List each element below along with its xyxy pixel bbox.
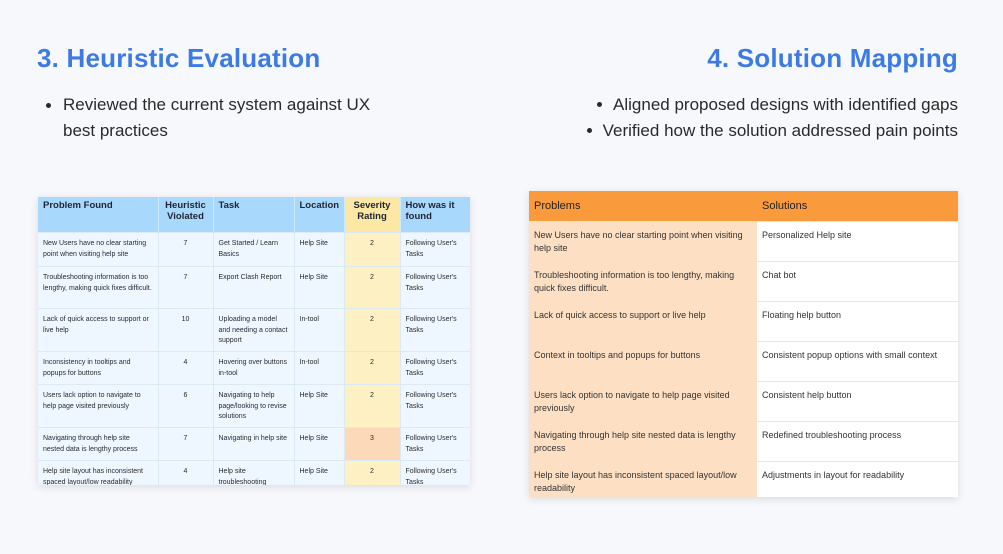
table-row: Users lack option to navigate to help pa… — [38, 384, 470, 428]
solution-cell: Adjustments in layout for readability — [757, 461, 958, 497]
location-cell: Help Site — [294, 460, 345, 485]
task-cell: Export Clash Report — [213, 266, 295, 309]
table-row: Context in tooltips and popups for butto… — [529, 341, 958, 382]
how-found-cell: Following User's Tasks — [400, 308, 470, 352]
problem-cell: Lack of quick access to support or live … — [529, 301, 757, 342]
severity-cell: 2 — [344, 351, 401, 385]
table-row: New Users have no clear starting point w… — [529, 221, 958, 262]
task-cell: Navigating to help page/looking to revis… — [213, 384, 295, 428]
heuristic-cell: 7 — [158, 232, 214, 267]
severity-cell: 2 — [344, 384, 401, 428]
problem-cell: Navigating through help site nested data… — [38, 427, 159, 461]
task-cell: Hovering over buttons in-tool — [213, 351, 295, 385]
heuristic-cell: 10 — [158, 308, 214, 352]
table-header-row: Problems Solutions — [529, 191, 958, 222]
solution-cell: Consistent help button — [757, 381, 958, 422]
solution-mapping-table: Problems Solutions New Users have no cle… — [529, 191, 958, 497]
problem-cell: Inconsistency in tooltips and popups for… — [38, 351, 159, 385]
table-row: Navigating through help site nested data… — [529, 421, 958, 462]
column-header-problem: Problem Found — [38, 197, 159, 233]
problem-cell: Users lack option to navigate to help pa… — [38, 384, 159, 428]
task-cell: Help site troubleshooting — [213, 460, 295, 485]
severity-cell: 2 — [344, 232, 401, 267]
column-header-how-found: How was it found — [400, 197, 470, 233]
problem-cell: Context in tooltips and popups for butto… — [529, 341, 757, 382]
how-found-cell: Following User's Tasks — [400, 351, 470, 385]
severity-cell: 3 — [344, 427, 401, 461]
problem-cell: New Users have no clear starting point w… — [38, 232, 159, 267]
solution-mapping-title: 4. Solution Mapping — [707, 43, 958, 73]
column-header-location: Location — [294, 197, 345, 233]
table-header-row: Problem Found Heuristic Violated Task Lo… — [38, 197, 470, 233]
problem-cell: Troubleshooting information is too lengt… — [529, 261, 757, 302]
table-row: Help site layout has inconsistent spaced… — [529, 461, 958, 497]
heuristic-cell: 7 — [158, 266, 214, 309]
heuristic-evaluation-title: 3. Heuristic Evaluation — [37, 43, 321, 73]
heuristic-evaluation-bullets: Reviewed the current system against UX b… — [44, 92, 404, 144]
severity-cell: 2 — [344, 308, 401, 352]
heuristic-cell: 7 — [158, 427, 214, 461]
table-row: Lack of quick access to support or live … — [38, 308, 470, 352]
column-header-heuristic: Heuristic Violated — [158, 197, 214, 233]
severity-cell: 2 — [344, 460, 401, 485]
severity-cell: 2 — [344, 266, 401, 309]
solution-cell: Chat bot — [757, 261, 958, 302]
location-cell: Help Site — [294, 232, 345, 267]
problem-cell: Help site layout has inconsistent spaced… — [38, 460, 159, 485]
solution-mapping-bullets: Aligned proposed designs with identified… — [603, 92, 958, 144]
task-cell: Get Started / Learn Basics — [213, 232, 295, 267]
location-cell: Help Site — [294, 384, 345, 428]
table-row: Lack of quick access to support or live … — [529, 301, 958, 342]
solution-cell: Floating help button — [757, 301, 958, 342]
task-cell: Navigating in help site — [213, 427, 295, 461]
solution-cell: Consistent popup options with small cont… — [757, 341, 958, 382]
how-found-cell: Following User's Tasks — [400, 427, 470, 461]
location-cell: Help Site — [294, 427, 345, 461]
task-cell: Uploading a model and needing a contact … — [213, 308, 295, 352]
column-header-problems: Problems — [529, 191, 757, 222]
how-found-cell: Following User's Tasks — [400, 232, 470, 267]
location-cell: In-tool — [294, 308, 345, 352]
column-header-task: Task — [213, 197, 295, 233]
column-header-solutions: Solutions — [757, 191, 958, 222]
how-found-cell: Following User's Tasks — [400, 460, 470, 485]
table-row: Users lack option to navigate to help pa… — [529, 381, 958, 422]
table-row: Help site layout has inconsistent spaced… — [38, 460, 470, 485]
heuristic-cell: 4 — [158, 351, 214, 385]
column-header-severity: Severity Rating — [344, 197, 401, 233]
how-found-cell: Following User's Tasks — [400, 384, 470, 428]
problem-cell: Troubleshooting information is too lengt… — [38, 266, 159, 309]
table-row: New Users have no clear starting point w… — [38, 232, 470, 267]
heuristic-cell: 6 — [158, 384, 214, 428]
solution-cell: Redefined troubleshooting process — [757, 421, 958, 462]
problem-cell: New Users have no clear starting point w… — [529, 221, 757, 262]
table-row: Inconsistency in tooltips and popups for… — [38, 351, 470, 385]
problem-cell: Users lack option to navigate to help pa… — [529, 381, 757, 422]
table-row: Navigating through help site nested data… — [38, 427, 470, 461]
location-cell: Help Site — [294, 266, 345, 309]
how-found-cell: Following User's Tasks — [400, 266, 470, 309]
table-row: Troubleshooting information is too lengt… — [529, 261, 958, 302]
problem-cell: Help site layout has inconsistent spaced… — [529, 461, 757, 497]
heuristic-evaluation-table: Problem Found Heuristic Violated Task Lo… — [38, 197, 470, 485]
table-row: Troubleshooting information is too lengt… — [38, 266, 470, 309]
heuristic-cell: 4 — [158, 460, 214, 485]
location-cell: In-tool — [294, 351, 345, 385]
bullet-item: Reviewed the current system against UX b… — [44, 92, 404, 144]
solution-cell: Personalized Help site — [757, 221, 958, 262]
problem-cell: Navigating through help site nested data… — [529, 421, 757, 462]
bullet-item: Aligned proposed designs with identified… — [603, 92, 958, 118]
bullet-item: Verified how the solution addressed pain… — [603, 118, 958, 144]
problem-cell: Lack of quick access to support or live … — [38, 308, 159, 352]
